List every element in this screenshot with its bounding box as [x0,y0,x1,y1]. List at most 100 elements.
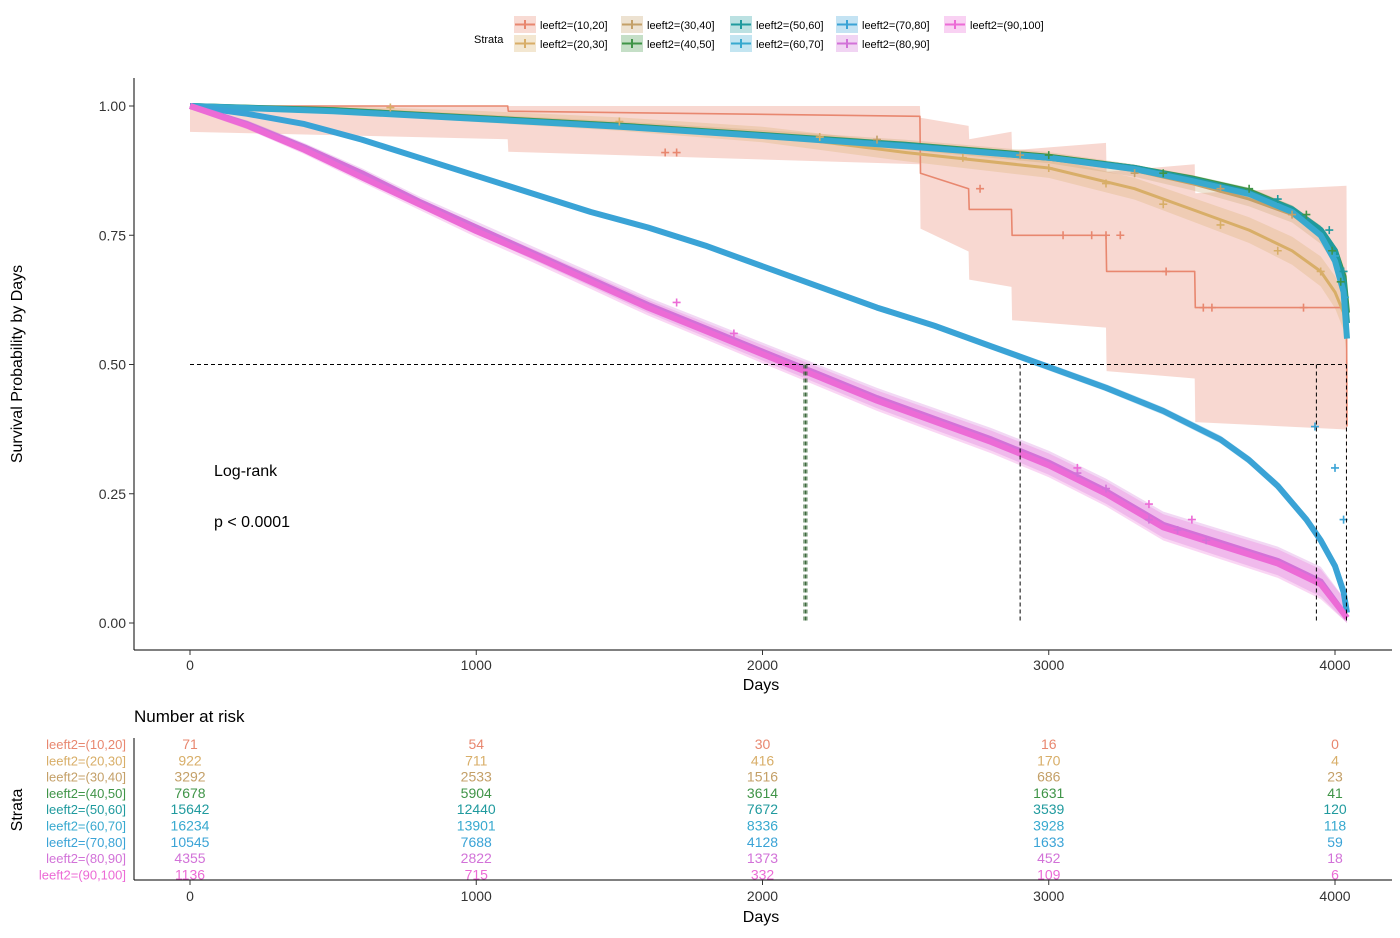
censor-mark [1328,246,1337,255]
legend-label: leeft2=(30,40] [647,20,715,32]
legend-label: leeft2=(70,80] [862,20,930,32]
censor-mark [1087,231,1096,240]
censor-mark [386,103,395,112]
censor-mark [1159,200,1168,209]
risk-x-axis-title: Days [743,909,779,926]
risk-count: 1516 [747,769,778,785]
risk-count: 7672 [747,801,778,817]
censor-mark [1059,231,1068,240]
censor-mark [1331,251,1339,260]
p-value-label: p < 0.0001 [214,514,290,531]
risk-row-label: leeft2=(90,100] [39,867,126,882]
censor-marks [386,103,1350,545]
legend-label: leeft2=(10,20] [540,20,608,32]
censor-mark [1273,195,1282,204]
risk-y-axis-title: Strata [9,789,26,832]
survival-curve [189,103,1350,620]
censor-mark [729,329,738,338]
survival-curve [189,103,1350,339]
censor-mark [1130,169,1139,178]
y-tick-label: 0.75 [99,227,126,243]
risk-count: 4 [1331,752,1339,768]
x-axis-title: Days [743,677,779,694]
legend-label: leeft2=(50,60] [756,20,824,32]
risk-row-label: leeft2=(30,40] [46,770,126,785]
legend-title: Strata [474,34,504,46]
survival-curves [189,103,1350,620]
survival-curve [190,105,1348,427]
logrank-label: Log-rank [214,463,278,480]
x-tick-label: 3000 [1033,657,1064,673]
x-tick-label: 2000 [747,657,778,673]
censor-mark [1216,184,1225,193]
censor-mark [1016,151,1025,160]
x-tick-label: 4000 [1319,657,1350,673]
risk-table-title: Number at risk [134,707,245,726]
censor-mark [672,298,681,307]
risk-count: 1631 [1033,785,1064,801]
legend-label: leeft2=(80,90] [862,39,930,51]
risk-count: 3928 [1033,818,1064,834]
risk-count: 4128 [747,834,778,850]
censor-mark [1144,515,1153,524]
y-tick-label: 1.00 [99,98,126,114]
risk-count: 12440 [457,801,496,817]
censor-mark [1336,277,1345,286]
risk-count: 59 [1327,834,1343,850]
legend-label: leeft2=(90,100] [970,20,1044,32]
legend-label: leeft2=(40,50] [647,39,715,51]
risk-count: 15642 [171,801,210,817]
risk-count: 711 [465,752,488,768]
y-tick-label: 0.50 [99,357,126,373]
censor-mark [1173,525,1182,534]
censor-mark [1339,267,1348,276]
censor-mark [1325,226,1334,235]
censor-mark [1044,164,1053,173]
risk-row-label: leeft2=(20,30] [46,753,126,768]
censor-mark [1159,169,1168,178]
censor-mark [1310,422,1319,431]
risk-count: 120 [1323,801,1347,817]
risk-count: 8336 [747,818,778,834]
risk-row-label: leeft2=(80,90] [46,851,126,866]
risk-x-tick-label: 4000 [1319,888,1350,904]
censor-mark [1073,463,1082,472]
risk-x-tick-label: 3000 [1033,888,1064,904]
risk-count: 3292 [174,769,205,785]
risk-count: 54 [468,736,484,752]
risk-count: 3614 [747,785,778,801]
risk-count: 109 [1037,866,1061,882]
risk-count: 71 [182,736,198,752]
censor-mark [1199,303,1208,312]
censor-mark [1245,184,1254,193]
risk-row-label: leeft2=(60,70] [46,819,126,834]
risk-count: 2822 [461,850,492,866]
survival-curve [189,103,1350,614]
censor-mark [976,184,985,193]
risk-x-tick-label: 2000 [747,888,778,904]
censor-mark [1162,267,1171,276]
risk-count: 6 [1331,866,1339,882]
risk-count: 4355 [174,850,205,866]
risk-count: 10545 [171,834,210,850]
risk-count: 1373 [747,850,778,866]
risk-count: 30 [755,736,771,752]
risk-row-label: leeft2=(50,60] [46,802,126,817]
censor-mark [958,153,967,162]
censor-mark [661,148,670,157]
legend-label: leeft2=(20,30] [540,39,608,51]
censor-mark [1102,179,1110,188]
y-tick-label: 0.00 [99,615,126,631]
risk-count: 13901 [457,818,496,834]
censor-mark [1341,293,1350,302]
risk-x-tick-label: 0 [186,888,194,904]
risk-count: 7678 [174,785,205,801]
y-tick-label: 0.25 [99,486,126,502]
censor-mark [615,117,624,126]
risk-count: 5904 [461,785,492,801]
censor-mark [1273,246,1282,255]
censor-mark [1299,303,1308,312]
legend-label: leeft2=(60,70] [756,39,824,51]
